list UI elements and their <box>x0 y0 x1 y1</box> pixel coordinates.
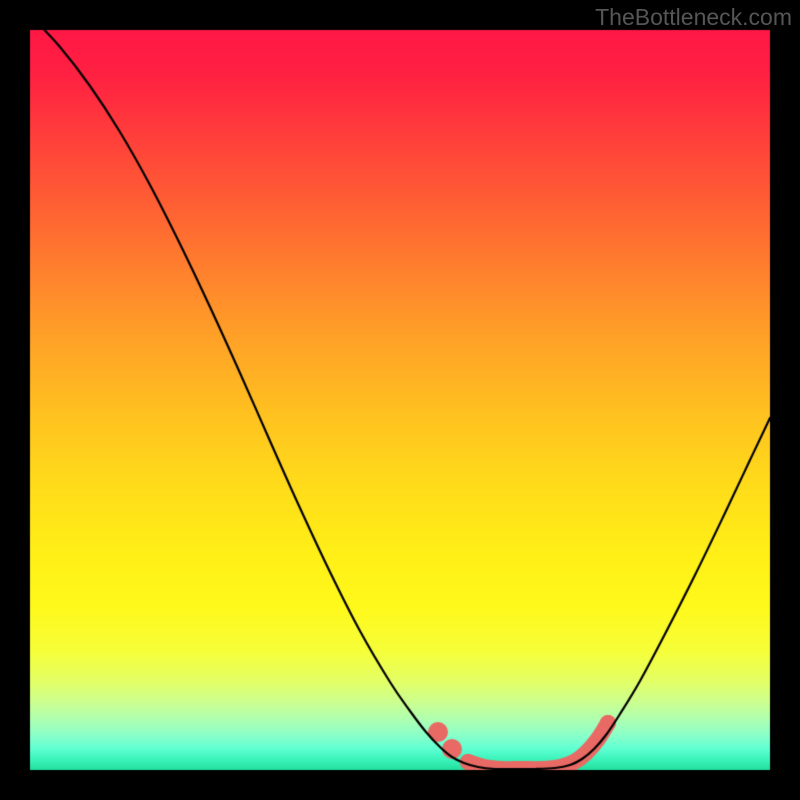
chart-stage: TheBottleneck.com <box>0 0 800 800</box>
watermark-text: TheBottleneck.com <box>595 4 792 31</box>
bottleneck-chart-canvas <box>0 0 800 800</box>
